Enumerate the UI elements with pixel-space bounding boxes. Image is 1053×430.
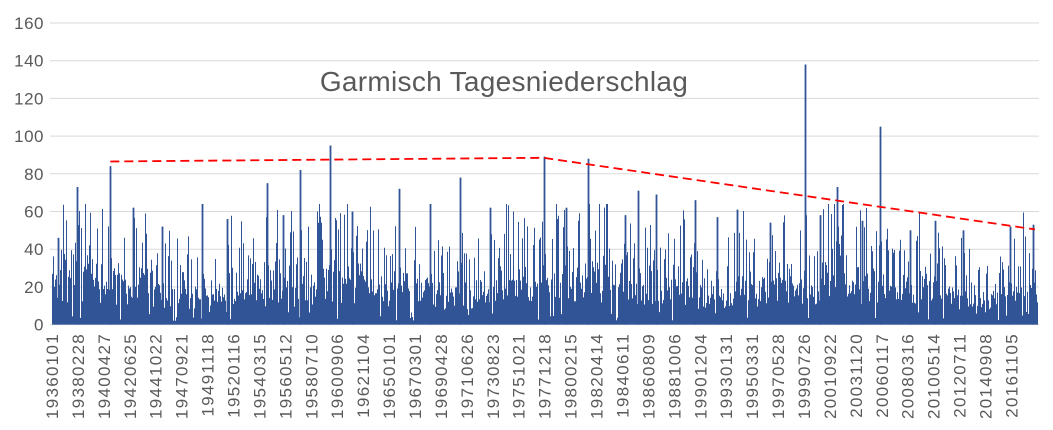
y-axis-labels: 0 20 40 60 80 100 120 140 160 xyxy=(14,14,44,335)
x-tick-label: 19881006 xyxy=(665,333,684,419)
y-tick-label: 0 xyxy=(34,316,44,335)
x-tick-label: 19901204 xyxy=(691,333,710,419)
x-tick-label: 19420625 xyxy=(121,333,140,419)
x-tick-label: 19800215 xyxy=(562,333,581,419)
x-axis-labels: 19360101 19380228 19400427 19420625 19441022… xyxy=(43,333,1021,419)
y-tick-label: 100 xyxy=(14,127,44,146)
x-tick-label: 19650101 xyxy=(380,333,399,419)
x-tick-label: 19690428 xyxy=(432,333,451,419)
x-tick-label: 19491118 xyxy=(199,333,218,417)
x-tick-label: 20010922 xyxy=(821,333,840,419)
y-tick-label: 120 xyxy=(14,89,44,108)
x-tick-label: 20031120 xyxy=(847,333,866,418)
x-tick-label: 19380228 xyxy=(69,333,88,419)
x-tick-label: 19990726 xyxy=(795,333,814,419)
x-tick-label: 20060117 xyxy=(873,333,892,418)
x-tick-label: 19970528 xyxy=(769,333,788,419)
y-tick-label: 160 xyxy=(14,14,44,33)
x-tick-label: 19520116 xyxy=(225,333,244,418)
x-tick-label: 19600906 xyxy=(328,333,347,419)
x-tick-label: 19441022 xyxy=(147,333,166,419)
x-tick-label: 19751021 xyxy=(510,333,529,419)
x-tick-label: 19930131 xyxy=(717,333,736,419)
x-tick-label: 19950331 xyxy=(743,333,762,419)
x-tick-label: 20120711 xyxy=(951,333,970,418)
y-tick-label: 60 xyxy=(24,203,44,222)
x-tick-label: 19621104 xyxy=(354,333,373,418)
x-tick-label: 19670301 xyxy=(406,333,425,419)
x-tick-label: 20140908 xyxy=(977,333,996,419)
x-tick-label: 20161105 xyxy=(1002,333,1021,418)
y-tick-label: 40 xyxy=(24,240,44,259)
peak-bars xyxy=(57,64,1035,325)
trend-line xyxy=(110,156,1036,231)
x-tick-label: 19820414 xyxy=(588,333,607,419)
y-tick-label: 20 xyxy=(24,278,44,297)
x-tick-label: 19470921 xyxy=(173,333,192,419)
y-tick-label: 80 xyxy=(24,165,44,184)
x-tick-label: 19710626 xyxy=(458,333,477,419)
x-tick-label: 20080316 xyxy=(899,333,918,419)
x-tick-label: 19560512 xyxy=(276,333,295,419)
x-tick-label: 19730823 xyxy=(484,333,503,419)
x-tick-label: 19540315 xyxy=(250,333,269,419)
x-tick-label: 20100514 xyxy=(925,333,944,419)
x-tick-label: 19840611 xyxy=(614,333,633,418)
chart-title: Garmisch Tagesniederschlag xyxy=(320,66,688,97)
y-tick-label: 140 xyxy=(14,52,44,71)
x-tick-label: 19860809 xyxy=(639,333,658,419)
x-tick-label: 19771218 xyxy=(536,333,555,419)
x-tick-label: 19580710 xyxy=(302,333,321,419)
x-tick-label: 19400427 xyxy=(95,333,114,419)
x-tick-label: 19360101 xyxy=(43,333,62,419)
